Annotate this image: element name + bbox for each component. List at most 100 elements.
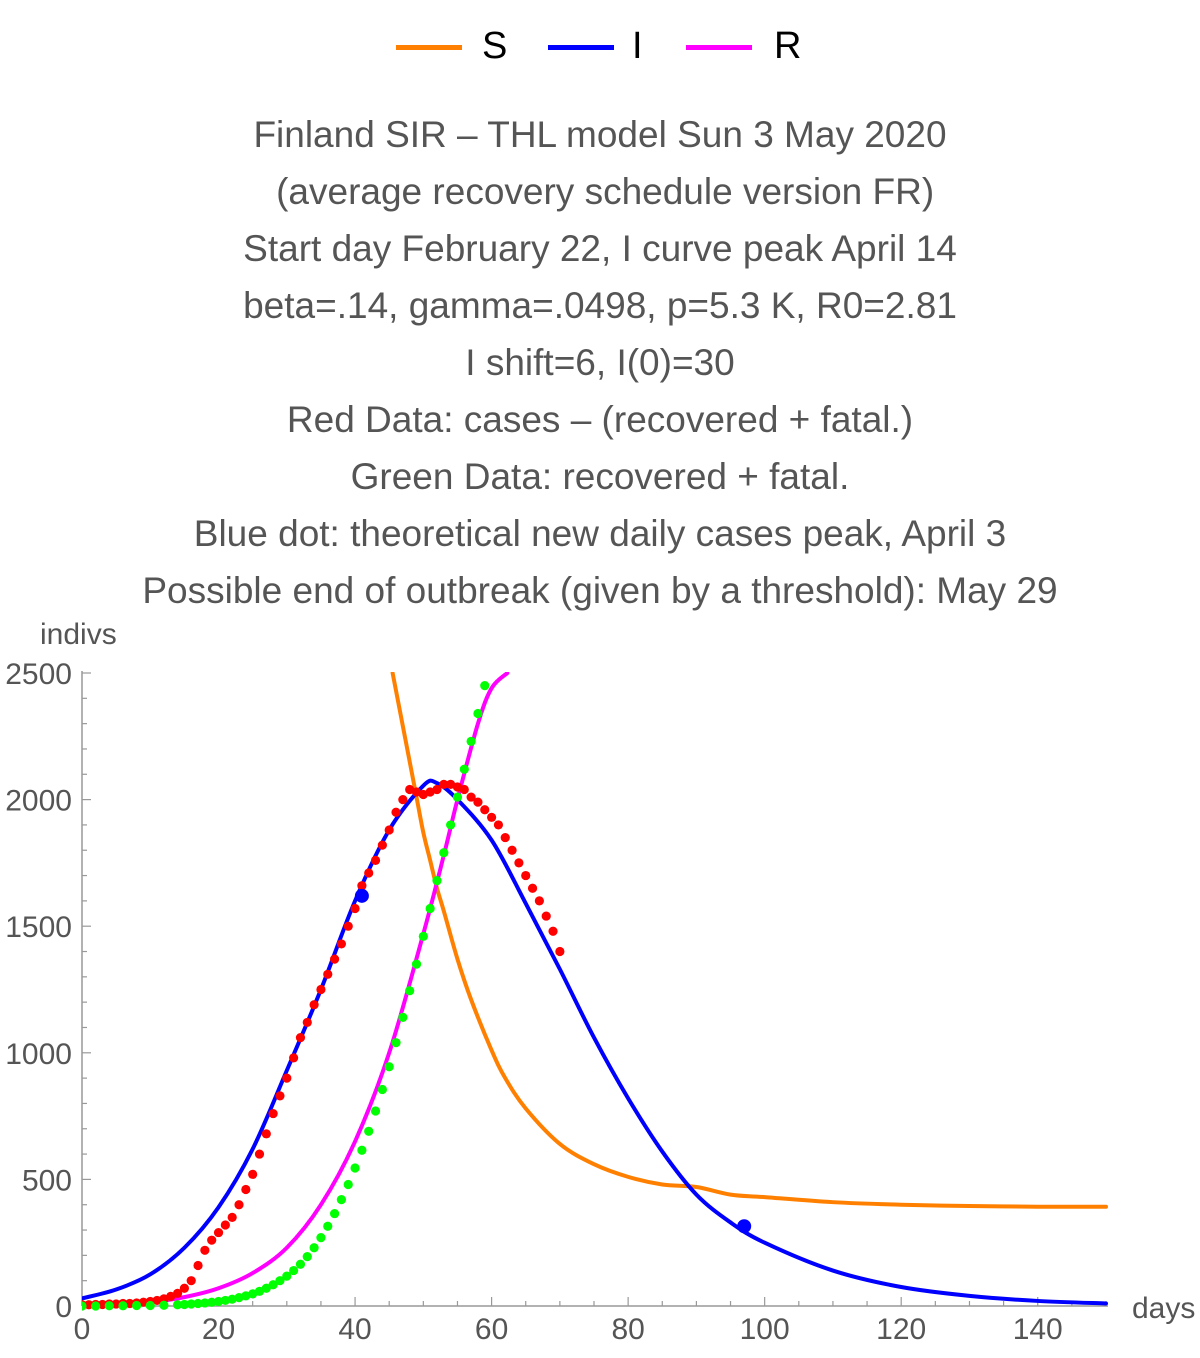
- green-data-point: [316, 1233, 326, 1243]
- green-data-point: [220, 1295, 230, 1306]
- red-data-point: [193, 1260, 203, 1271]
- green-data-point: [336, 1195, 347, 1205]
- green-data-point: [179, 1299, 189, 1310]
- x-tick-label: 0: [74, 1313, 91, 1346]
- red-data-point: [398, 795, 408, 805]
- x-tick-label: 80: [611, 1313, 644, 1346]
- green-data-point: [370, 1106, 381, 1116]
- green-data-point: [323, 1221, 333, 1231]
- red-data-point: [541, 911, 551, 921]
- title-line-5: I shift=6, I(0)=30: [465, 342, 735, 383]
- green-data-point: [261, 1283, 271, 1293]
- green-data-point: [411, 959, 422, 969]
- series-line-s: [390, 672, 1108, 1209]
- red-data-point: [295, 1033, 306, 1043]
- green-data-point: [104, 1301, 114, 1311]
- red-data-point: [555, 946, 565, 957]
- y-tick-label: 1500: [5, 911, 72, 944]
- series-layer: [82, 672, 1108, 1308]
- red-data-point: [248, 1169, 258, 1179]
- green-data-point: [302, 1252, 312, 1262]
- red-data-point: [220, 1220, 230, 1230]
- green-data-point: [159, 1300, 169, 1310]
- green-data-point: [364, 1126, 374, 1136]
- red-data-point: [432, 784, 442, 795]
- x-axis-title: days: [1132, 1292, 1195, 1325]
- green-data-point: [446, 820, 456, 830]
- red-data-point: [493, 820, 504, 830]
- red-data-point: [534, 896, 544, 906]
- red-data-point: [234, 1200, 244, 1210]
- red-data-point: [384, 825, 394, 835]
- red-data-point: [391, 807, 401, 817]
- red-data-point: [138, 1297, 149, 1307]
- y-tick-label: 0: [55, 1291, 72, 1324]
- green-data-point: [200, 1298, 210, 1308]
- green-data-point: [213, 1296, 224, 1307]
- title-line-7: Green Data: recovered + fatal.: [350, 456, 850, 497]
- red-data-point: [336, 939, 347, 949]
- title-line-9: Possible end of outbreak (given by a thr…: [142, 570, 1058, 611]
- x-tick-label: 40: [338, 1313, 371, 1346]
- green-data-point: [466, 736, 476, 746]
- green-data-point: [207, 1297, 217, 1307]
- legend-label-r: R: [774, 25, 802, 67]
- red-data-point: [207, 1235, 217, 1245]
- red-data-point: [350, 903, 360, 914]
- legend-swatch-r: [686, 45, 752, 50]
- red-data-point: [500, 832, 510, 843]
- green-data-point: [186, 1299, 196, 1309]
- y-axis-title: indivs: [40, 618, 117, 651]
- legend-label-i: I: [632, 25, 643, 67]
- green-data-point: [282, 1271, 292, 1281]
- green-data-point: [329, 1208, 340, 1219]
- title-line-4: beta=.14, gamma=.0498, p=5.3 K, R0=2.81: [243, 285, 957, 326]
- green-data-point: [439, 848, 449, 858]
- red-data-point: [213, 1227, 224, 1238]
- red-data-point: [370, 855, 381, 865]
- y-tick-label: 1000: [5, 1038, 72, 1071]
- red-data-point: [480, 805, 490, 815]
- x-tick-label: 140: [1013, 1313, 1063, 1346]
- marker-theoretical-new-daily-cases-peak: [354, 888, 369, 903]
- green-data-point: [172, 1300, 183, 1310]
- legend-swatch-s: [396, 45, 462, 50]
- green-data-point: [480, 681, 490, 691]
- x-tick-label: 100: [740, 1313, 790, 1346]
- green-data-point: [418, 931, 428, 941]
- legend: S I R: [0, 20, 1200, 74]
- x-tick-label: 120: [876, 1313, 926, 1346]
- green-data-point: [432, 876, 442, 886]
- x-tick-label: 60: [475, 1313, 508, 1346]
- title-line-8: Blue dot: theoretical new daily cases pe…: [193, 513, 1007, 554]
- chart-title-block: Finland SIR – THL model Sun 3 May 2020 (…: [0, 106, 1200, 619]
- green-data-point: [350, 1163, 360, 1173]
- red-data-point: [261, 1129, 271, 1139]
- red-data-point: [507, 845, 517, 855]
- red-data-point: [521, 870, 531, 881]
- red-data-point: [527, 883, 538, 893]
- red-data-point: [275, 1091, 285, 1101]
- red-data-point: [473, 797, 483, 807]
- y-tick-label: 2500: [5, 658, 72, 691]
- y-tick-label: 2000: [5, 785, 72, 818]
- title-line-2: (average recovery schedule version FR): [265, 171, 935, 212]
- red-data-point: [316, 984, 326, 995]
- green-data-point: [384, 1062, 394, 1072]
- red-data-point: [377, 840, 387, 850]
- green-data-point: [473, 708, 483, 719]
- red-data-point: [302, 1017, 312, 1028]
- red-data-point: [514, 858, 524, 868]
- title-line-1: Finland SIR – THL model Sun 3 May 2020: [253, 114, 947, 155]
- green-data-point: [118, 1301, 128, 1311]
- markers-layer: [354, 888, 752, 1234]
- green-data-point: [145, 1300, 155, 1311]
- red-data-point: [439, 779, 449, 790]
- data-points-layer: [82, 681, 565, 1311]
- red-data-point: [487, 812, 497, 822]
- red-data-point: [227, 1212, 237, 1222]
- green-data-point: [405, 986, 415, 996]
- green-data-point: [459, 764, 469, 774]
- green-data-point: [425, 903, 435, 914]
